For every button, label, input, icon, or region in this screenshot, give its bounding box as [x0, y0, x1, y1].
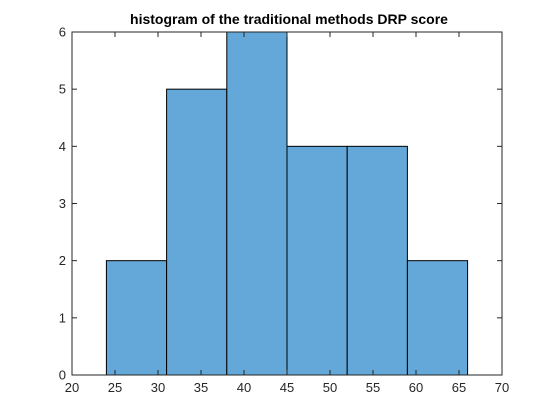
y-tick-label-4: 4 — [59, 139, 66, 154]
x-tick-label-45: 45 — [280, 380, 294, 395]
x-tick-label-60: 60 — [409, 380, 423, 395]
x-tick-label-25: 25 — [108, 380, 122, 395]
x-tick-label-30: 30 — [151, 380, 165, 395]
y-tick-label-2: 2 — [59, 253, 66, 268]
y-tick-label-5: 5 — [59, 82, 66, 97]
y-tick-label-3: 3 — [59, 196, 66, 211]
histogram-bar-5 — [346, 145, 408, 376]
bars-group — [105, 31, 469, 376]
y-axis-ticks: 0 1 2 3 4 5 6 — [59, 25, 502, 383]
histogram-bar-1 — [105, 260, 168, 376]
x-tick-label-20: 20 — [65, 380, 79, 395]
x-axis-ticks: 20 25 30 35 40 45 50 55 60 65 70 — [65, 32, 509, 395]
x-tick-label-50: 50 — [323, 380, 337, 395]
x-tick-label-70: 70 — [495, 380, 509, 395]
x-tick-label-55: 55 — [366, 380, 380, 395]
histogram-bar-6 — [406, 260, 469, 376]
histogram-bar-3 — [226, 31, 288, 376]
y-tick-label-6: 6 — [59, 25, 66, 40]
histogram-bar-4 — [286, 145, 348, 376]
y-tick-label-1: 1 — [59, 310, 66, 325]
x-tick-label-40: 40 — [237, 380, 251, 395]
x-tick-label-65: 65 — [452, 380, 466, 395]
histogram-bar-2 — [166, 88, 228, 376]
x-tick-label-35: 35 — [194, 380, 208, 395]
chart-title: histogram of the traditional methods DRP… — [130, 11, 448, 27]
y-tick-label-0: 0 — [59, 368, 66, 383]
